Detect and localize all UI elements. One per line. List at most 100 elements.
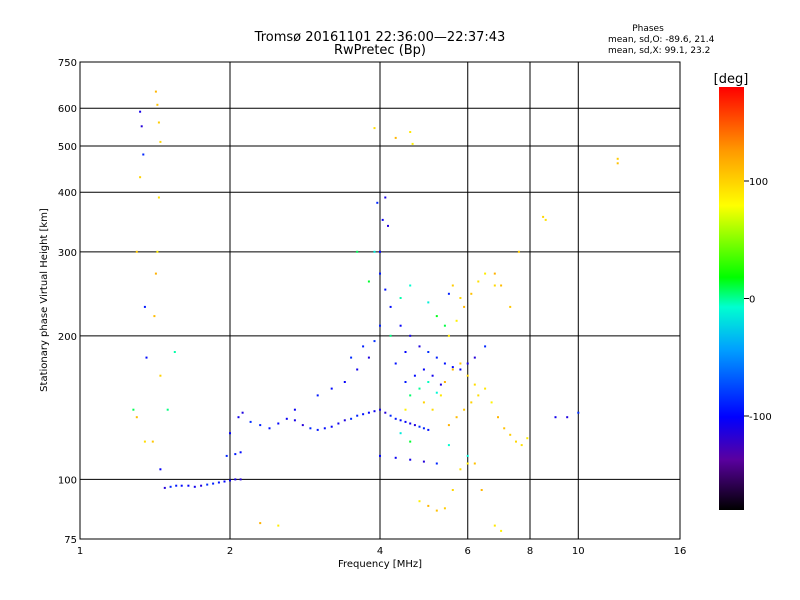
data-point bbox=[517, 250, 520, 253]
data-point bbox=[399, 297, 402, 299]
data-point bbox=[431, 408, 434, 411]
data-point bbox=[239, 451, 242, 454]
data-point bbox=[422, 427, 425, 430]
data-point bbox=[175, 484, 178, 487]
data-point bbox=[409, 284, 412, 287]
data-point bbox=[459, 468, 462, 471]
data-point bbox=[404, 381, 407, 383]
data-point bbox=[409, 131, 412, 133]
data-point bbox=[447, 444, 450, 447]
data-point bbox=[409, 334, 412, 337]
data-point bbox=[409, 458, 412, 461]
phases-heading: Phases bbox=[632, 24, 664, 34]
data-point bbox=[316, 394, 319, 397]
grid-lines bbox=[80, 62, 680, 539]
data-point bbox=[153, 315, 156, 318]
data-point bbox=[503, 427, 506, 430]
data-point bbox=[180, 484, 183, 487]
data-point bbox=[480, 489, 483, 491]
data-point bbox=[399, 432, 402, 435]
data-point bbox=[241, 411, 244, 414]
x-tick-label: 2 bbox=[227, 546, 233, 557]
data-point bbox=[157, 196, 160, 199]
data-point bbox=[223, 480, 226, 483]
x-tick-label: 16 bbox=[674, 546, 687, 557]
data-point bbox=[404, 420, 407, 423]
data-point bbox=[142, 153, 145, 156]
data-point bbox=[394, 136, 397, 139]
data-point bbox=[409, 422, 412, 425]
data-point bbox=[427, 351, 430, 353]
data-point bbox=[259, 424, 262, 427]
data-point bbox=[237, 416, 240, 419]
data-point bbox=[225, 454, 228, 457]
x-tick-label: 4 bbox=[377, 546, 383, 557]
data-point bbox=[439, 394, 442, 397]
x-axis-label: Frequency [MHz] bbox=[338, 559, 422, 570]
data-point bbox=[139, 110, 142, 113]
data-point bbox=[399, 419, 402, 422]
data-point bbox=[394, 456, 397, 459]
data-point bbox=[166, 408, 169, 411]
data-point bbox=[470, 292, 473, 295]
data-point bbox=[577, 411, 580, 414]
y-axis-ticks: 75 100 200 300 400 500 600 750 bbox=[58, 58, 77, 546]
data-point bbox=[435, 509, 438, 512]
data-point bbox=[422, 368, 425, 371]
data-point bbox=[473, 462, 476, 465]
data-point bbox=[493, 272, 496, 275]
data-point bbox=[435, 356, 438, 359]
data-point bbox=[330, 425, 333, 428]
data-point bbox=[459, 297, 462, 299]
data-point bbox=[509, 305, 512, 308]
data-point bbox=[316, 428, 319, 431]
y-tick-label: 750 bbox=[58, 58, 77, 69]
data-point bbox=[466, 454, 469, 457]
data-point bbox=[451, 366, 454, 369]
data-point bbox=[443, 362, 446, 365]
data-point bbox=[143, 440, 146, 443]
x-axis-ticks: 1 2 4 6 8 10 16 bbox=[77, 546, 687, 557]
data-point bbox=[466, 462, 469, 465]
data-point bbox=[404, 351, 407, 353]
data-point bbox=[439, 383, 442, 386]
colorbar-ticks: 100 0 -100 bbox=[744, 177, 772, 423]
data-point bbox=[200, 484, 203, 487]
data-point bbox=[427, 301, 430, 304]
colorbar bbox=[719, 87, 744, 510]
data-point bbox=[323, 427, 326, 430]
data-point bbox=[217, 481, 220, 484]
data-point bbox=[500, 284, 503, 287]
data-point bbox=[542, 215, 545, 218]
data-point bbox=[132, 408, 135, 411]
data-point bbox=[367, 411, 370, 414]
data-point bbox=[381, 218, 384, 221]
data-point bbox=[384, 288, 387, 291]
data-point bbox=[484, 387, 487, 390]
data-point bbox=[477, 280, 480, 283]
data-point bbox=[422, 401, 425, 404]
data-point bbox=[493, 284, 496, 287]
chart-subtitle: RwPretec (Bp) bbox=[334, 43, 426, 58]
data-point bbox=[463, 408, 466, 411]
data-point bbox=[301, 424, 304, 427]
data-point bbox=[159, 374, 162, 377]
data-point bbox=[234, 478, 237, 481]
data-point bbox=[193, 485, 196, 488]
plot-area-frame bbox=[79, 61, 681, 540]
data-point bbox=[413, 424, 416, 427]
data-point bbox=[493, 524, 496, 527]
data-point bbox=[554, 416, 557, 419]
data-point bbox=[490, 401, 493, 404]
data-point bbox=[384, 411, 387, 414]
data-point bbox=[447, 424, 450, 427]
data-point bbox=[413, 374, 416, 377]
data-point bbox=[422, 460, 425, 463]
data-point bbox=[362, 345, 365, 348]
data-point bbox=[451, 284, 454, 287]
data-point bbox=[435, 462, 438, 465]
data-point bbox=[427, 381, 430, 383]
data-point bbox=[473, 383, 476, 386]
data-point bbox=[427, 504, 430, 507]
